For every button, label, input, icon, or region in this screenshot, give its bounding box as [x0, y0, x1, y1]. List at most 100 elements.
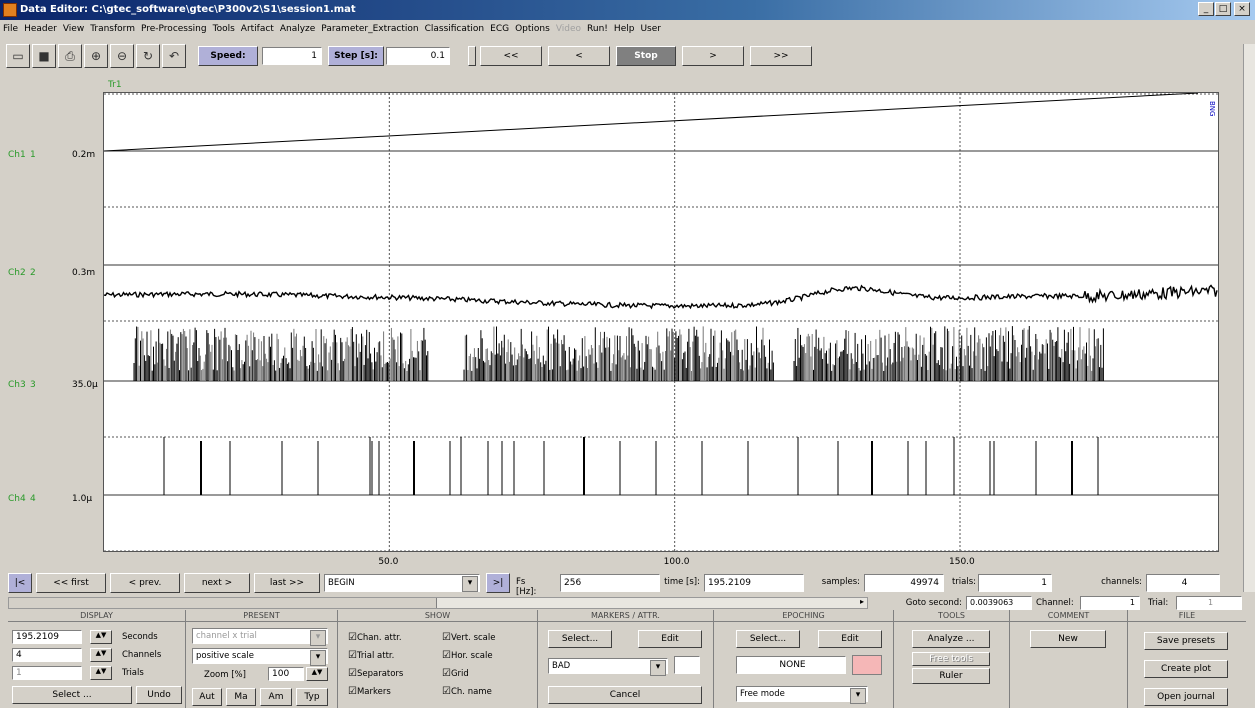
show-checkbox-chan-attr-[interactable]: Chan. attr. [348, 632, 402, 643]
markers-edit-button[interactable]: Edit [638, 630, 702, 648]
markers-color-box[interactable] [674, 656, 700, 674]
maximize-icon[interactable]: □ [1215, 2, 1231, 16]
menu-item-parameter-extraction[interactable]: Parameter_Extraction [321, 24, 419, 34]
seconds-input[interactable]: 195.2109 [12, 630, 82, 644]
undo-icon[interactable]: ↶ [162, 44, 186, 68]
goto-input[interactable]: 0.0039063 [966, 596, 1032, 610]
display-select-button[interactable]: Select ... [12, 686, 132, 704]
tools-header: TOOLS [894, 610, 1009, 622]
show-checkbox-separators[interactable]: Separators [348, 668, 403, 679]
time-input[interactable]: 195.2109 [704, 574, 804, 592]
menu-item-classification[interactable]: Classification [424, 24, 485, 34]
zoom-in-icon[interactable]: ⊕ [84, 44, 108, 68]
menu-item-tools[interactable]: Tools [212, 24, 235, 34]
marker-dropdown[interactable]: BEGIN [324, 574, 480, 592]
present-header: PRESENT [186, 610, 337, 622]
last-button[interactable]: last >> [254, 573, 320, 593]
show-checkbox-ch-name[interactable]: Ch. name [442, 686, 492, 697]
tools-disabled-button[interactable]: Free tools [912, 652, 990, 666]
jump-end-button[interactable]: >| [486, 573, 510, 593]
fs-input[interactable]: 256 [560, 574, 660, 592]
epoching-select-button[interactable]: Select... [736, 630, 800, 648]
menu-item-view[interactable]: View [62, 24, 85, 34]
markers-dropdown[interactable]: BAD [548, 658, 668, 676]
channels-spinner[interactable]: ▲▼ [90, 648, 112, 662]
comment-new-button[interactable]: New [1030, 630, 1106, 648]
prev-button[interactable]: < prev. [110, 573, 180, 593]
epoching-color-swatch[interactable] [852, 655, 882, 675]
trials-count-input[interactable]: 1 [12, 666, 82, 680]
show-checkbox-vert-scale[interactable]: Vert. scale [442, 632, 496, 643]
trials-spinner[interactable]: ▲▼ [90, 666, 112, 680]
menu-item-user[interactable]: User [640, 24, 661, 34]
comment-section: COMMENT New [1010, 610, 1128, 708]
first-button[interactable]: << first [36, 573, 106, 593]
print-icon[interactable]: ⎙ [58, 44, 82, 68]
close-icon[interactable]: × [1234, 2, 1250, 16]
vertical-scrollbar[interactable] [1243, 44, 1255, 592]
rotate-icon[interactable]: ↻ [136, 44, 160, 68]
analyze-button[interactable]: Analyze ... [912, 630, 990, 648]
menu-item-help[interactable]: Help [613, 24, 635, 34]
show-checkbox-trial-attr-[interactable]: Trial attr. [348, 650, 394, 661]
goto-channel-input[interactable]: 1 [1080, 596, 1140, 610]
markers-cancel-button[interactable]: Cancel [548, 686, 702, 704]
minimize-icon[interactable]: _ [1198, 2, 1214, 16]
menu-item-header[interactable]: Header [24, 24, 57, 34]
show-checkbox-markers[interactable]: Markers [348, 686, 391, 697]
markers-section: MARKERS / ATTR. Select... Edit BAD Cance… [538, 610, 714, 708]
trials-input[interactable]: 1 [978, 574, 1052, 592]
epoching-edit-button[interactable]: Edit [818, 630, 882, 648]
channels-count-input[interactable]: 4 [12, 648, 82, 662]
open-journal-button[interactable]: Open journal [1144, 688, 1228, 706]
goto-trial-input[interactable]: 1 [1176, 596, 1242, 610]
aut-button[interactable]: Aut [192, 688, 222, 706]
create-plot-button[interactable]: Create plot [1144, 660, 1228, 678]
next-button[interactable]: next > [184, 573, 250, 593]
scroll-right-icon[interactable]: ▸ [859, 597, 864, 606]
ma-button[interactable]: Ma [226, 688, 256, 706]
zoom-input[interactable]: 100 [268, 667, 304, 681]
menu-item-transform[interactable]: Transform [90, 24, 135, 34]
signal-plot[interactable]: BNG [103, 92, 1219, 552]
jump-start-button[interactable]: |< [8, 573, 32, 593]
scrollbar-thumb[interactable] [9, 598, 437, 608]
forward-button[interactable]: > [682, 46, 744, 66]
back-button[interactable]: < [548, 46, 610, 66]
fast-forward-button[interactable]: >> [750, 46, 812, 66]
menu-item-file[interactable]: File [3, 24, 19, 34]
markers-select-button[interactable]: Select... [548, 630, 612, 648]
horizontal-scrollbar[interactable] [8, 597, 868, 609]
menu-item-run-[interactable]: Run! [587, 24, 608, 34]
present-scale-dropdown[interactable]: positive scale [192, 648, 328, 666]
menu-item-analyze[interactable]: Analyze [279, 24, 316, 34]
channel-scale-2: 0.3m [72, 268, 96, 278]
open-folder-icon[interactable]: ▭ [6, 44, 30, 68]
present-mode-dropdown[interactable]: channel x trial [192, 628, 328, 646]
display-undo-button[interactable]: Undo [136, 686, 182, 704]
trial-label: Tr1 [108, 80, 122, 90]
zoom-out-icon[interactable]: ⊖ [110, 44, 134, 68]
typ-button[interactable]: Typ [296, 688, 328, 706]
seconds-spinner[interactable]: ▲▼ [90, 630, 112, 644]
epoching-mode-dropdown[interactable]: Free mode [736, 686, 868, 704]
menu-item-options[interactable]: Options [515, 24, 550, 34]
am-button[interactable]: Am [260, 688, 292, 706]
menu-item-ecg[interactable]: ECG [490, 24, 510, 34]
slider-handle[interactable] [468, 46, 476, 66]
menu-item-artifact[interactable]: Artifact [240, 24, 274, 34]
show-checkbox-grid[interactable]: Grid [442, 668, 469, 679]
fast-back-button[interactable]: << [480, 46, 542, 66]
speed-input[interactable]: 1 [262, 47, 322, 65]
save-presets-button[interactable]: Save presets [1144, 632, 1228, 650]
zoom-spinner[interactable]: ▲▼ [306, 667, 328, 681]
samples-input[interactable]: 49974 [864, 574, 944, 592]
ruler-button[interactable]: Ruler [912, 668, 990, 684]
channels-label: channels: [1101, 577, 1142, 587]
channels-input[interactable]: 4 [1146, 574, 1220, 592]
stop-button[interactable]: Stop [616, 46, 676, 66]
step-input[interactable]: 0.1 [386, 47, 450, 65]
save-icon[interactable]: ■ [32, 44, 56, 68]
show-checkbox-hor-scale[interactable]: Hor. scale [442, 650, 493, 661]
menu-item-pre-processing[interactable]: Pre-Processing [140, 24, 207, 34]
